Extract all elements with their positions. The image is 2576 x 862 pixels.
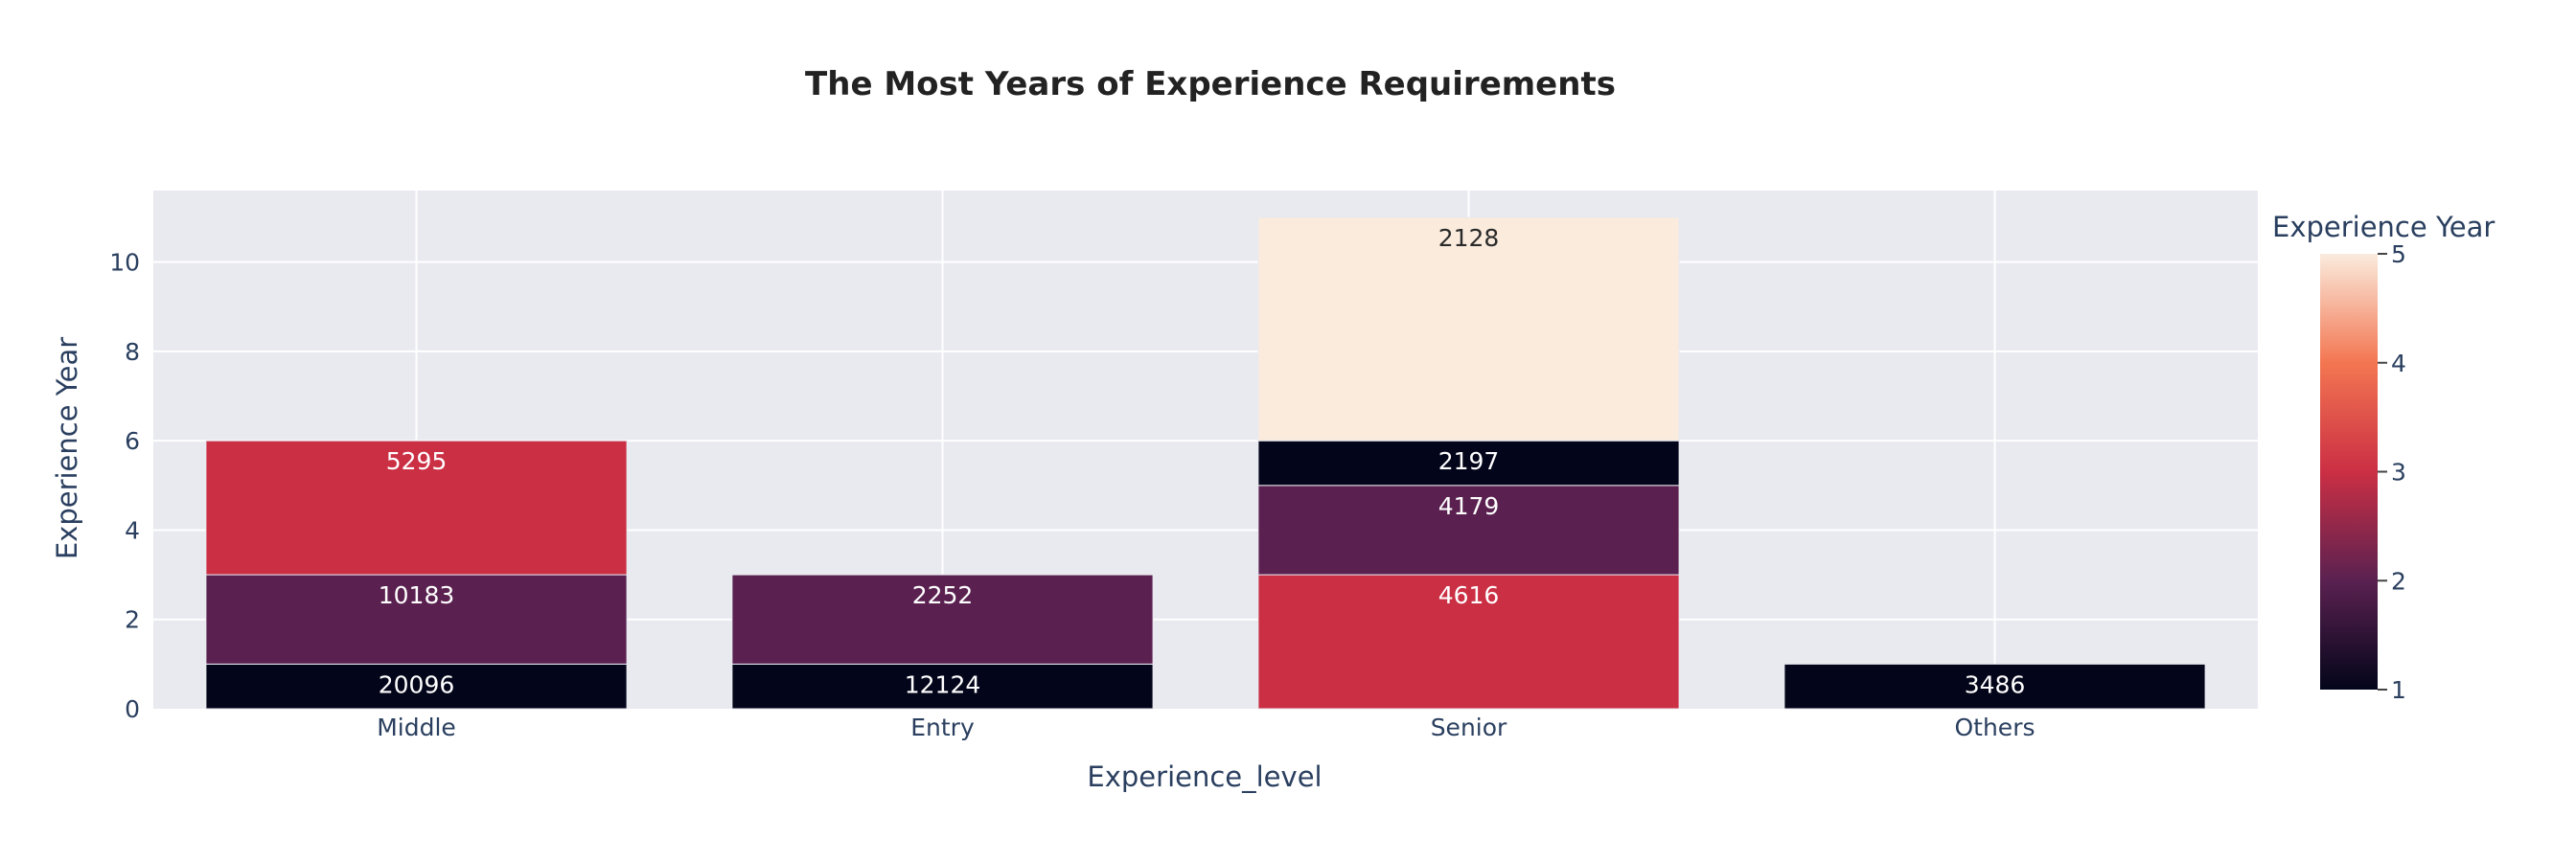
colorbar-tick-label: 4: [2391, 350, 2406, 377]
colorbar-ticks: 1 2 3 4 5: [2378, 240, 2406, 704]
bar-segment-senior: [1257, 440, 1680, 487]
colorbar-title: Experience Year: [2272, 211, 2495, 243]
bars: [205, 216, 2206, 710]
y-tick-label: 8: [125, 338, 140, 366]
colorbar: Experience Year 1 2 3 4 5: [2272, 211, 2495, 704]
y-tick-label: 2: [125, 606, 140, 634]
x-axis-ticks: Middle Entry Senior Others: [377, 714, 2035, 741]
x-tick-label: Senior: [1431, 714, 1507, 741]
bar-segment-middle: [205, 440, 628, 576]
bar-value-label: 4179: [1438, 492, 1500, 520]
y-tick-label: 6: [125, 427, 140, 455]
x-tick-label: Middle: [377, 714, 456, 741]
bar-value-label: 10183: [379, 581, 455, 609]
bar-value-label: 5295: [386, 447, 448, 475]
bar-value-label: 2252: [912, 581, 974, 609]
colorbar-scale: [2320, 254, 2378, 690]
bar-value-label: 12124: [905, 670, 981, 698]
bar-labels: 20096 10183 5295 12124 2252 4616 4179 2197 2128 3…: [379, 224, 2026, 698]
chart-title: The Most Years of Experience Requirement…: [805, 65, 1616, 103]
x-axis-title: Experience_level: [1087, 760, 1322, 793]
colorbar-tick-label: 2: [2391, 567, 2406, 595]
x-tick-label: Entry: [910, 714, 975, 741]
x-tick-label: Others: [1954, 714, 2035, 741]
bar-value-label: 2197: [1438, 447, 1500, 475]
y-axis-title: Experience Year: [51, 337, 83, 559]
y-tick-label: 4: [125, 516, 140, 544]
bar-value-label: 4616: [1438, 581, 1500, 609]
y-tick-label: 10: [109, 249, 140, 277]
colorbar-tick-label: 3: [2391, 459, 2406, 487]
bar-segment-entry: [731, 574, 1154, 665]
y-axis-ticks: 0 2 4 6 8 10: [109, 249, 140, 723]
bar-segment-others: [1783, 663, 2206, 710]
bar-segment-middle: [205, 663, 628, 710]
y-tick-label: 0: [125, 695, 140, 723]
bar-segment-middle: [205, 574, 628, 665]
bar-segment-senior: [1257, 485, 1680, 576]
bar-segment-senior: [1257, 216, 1680, 442]
bar-value-label: 2128: [1438, 224, 1500, 252]
colorbar-tick-label: 1: [2391, 676, 2406, 704]
bar-segment-senior: [1257, 574, 1680, 710]
bar-value-label: 20096: [379, 670, 455, 698]
colorbar-tick-label: 5: [2391, 240, 2406, 268]
bar-value-label: 3486: [1965, 670, 2026, 698]
